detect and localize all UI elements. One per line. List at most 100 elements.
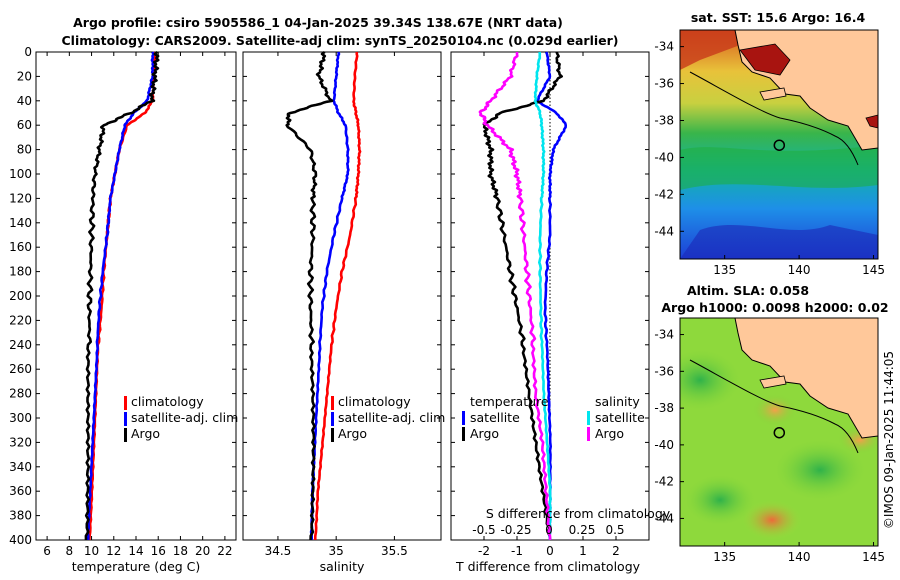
legend-label-climatology: climatology (338, 394, 411, 409)
temperature-legend: climatology satellite-adj. clim Argo (124, 394, 238, 442)
land-kangaroo-island (759, 375, 787, 389)
x2-tick-label: -0.25 (500, 523, 531, 537)
y-tick-label: 400 (9, 533, 32, 547)
salinity-legend: climatology satellite-adj. clim Argo (331, 394, 445, 442)
salinity-panel: 34.5 35 35.5 salinity climatology satellit… (242, 50, 445, 574)
x-tick-label: 16 (151, 544, 166, 558)
legend-marker-climatology (331, 396, 334, 410)
y-tick-label: 240 (9, 338, 32, 352)
sst-map-frame (679, 29, 879, 260)
legend-label-t-argo: Argo (470, 426, 499, 441)
map-x-tick-label: 140 (788, 263, 811, 277)
x2-tick-label: -0.5 (472, 523, 495, 537)
y-tick-label: 160 (9, 240, 32, 254)
x-tick-label: 10 (84, 544, 99, 558)
sla-warm-blob (753, 394, 797, 426)
difference-legend: temperature satellite Argo salinity sate… (462, 394, 645, 441)
series-line-argo (84, 50, 160, 541)
y-tick-label: 380 (9, 509, 32, 523)
legend-label-satellite: satellite-adj. clim (338, 410, 445, 425)
legend-label-t-satellite: satellite (470, 410, 520, 425)
sla-map-panel: Altim. SLA: 0.058 Argo h1000: 0.0098 h20… (654, 283, 888, 564)
x-tick-label: 35.5 (381, 544, 408, 558)
map-x-tick-label: 135 (713, 550, 736, 564)
shelf-contour (689, 359, 859, 454)
y-tick-label: 80 (17, 143, 32, 157)
x-tick-label: 35 (329, 544, 344, 558)
x-tick-label: -1 (511, 544, 523, 558)
y-tick-label: 280 (9, 387, 32, 401)
temperature-xlabel: temperature (deg C) (72, 559, 201, 574)
map-y-tick-label: -34 (654, 328, 674, 342)
salinity-xlabel: salinity (320, 559, 365, 574)
sla-argo-position-marker (773, 426, 786, 439)
legend-label-argo: Argo (338, 426, 367, 441)
y-tick-label: 340 (9, 460, 32, 474)
series-line-satellite-adj-clim (309, 51, 350, 540)
map-x-tick-label: 135 (713, 263, 736, 277)
sst-argo-position-marker (773, 139, 786, 151)
legend-marker-argo (331, 428, 334, 442)
x-tick-label: 2 (612, 544, 620, 558)
y-tick-label: 140 (9, 216, 32, 230)
x-tick-label: 12 (106, 544, 121, 558)
sst-dark-blue-patch (680, 225, 878, 259)
title-line-1: Argo profile: csiro 5905586_1 04-Jan-202… (73, 15, 563, 31)
legend-marker-s-argo (587, 427, 590, 441)
x2-tick-label: 0 (545, 523, 553, 537)
temperature-panel: 0 20 40 60 80 100 120 140 160 180 200 220 240 260 280 3… (9, 45, 238, 574)
series-line-t-argo (482, 51, 563, 541)
map-y-tick-label: -42 (654, 475, 674, 489)
series-line-t-satellite (535, 51, 567, 541)
map-x-tick-label: 145 (862, 263, 885, 277)
y-tick-label: 60 (17, 118, 32, 132)
difference-x2label: S difference from climatology (486, 506, 671, 521)
legend-label-s-argo: Argo (595, 426, 624, 441)
y-tick-label: 120 (9, 191, 32, 205)
sla-map-title-1: Altim. SLA: 0.058 (687, 283, 809, 298)
y-tick-label: 220 (9, 313, 32, 327)
imos-credit: ©IMOS 09-Jan-2025 11:44:05 (882, 351, 896, 529)
series-line-s-argo (478, 52, 552, 540)
sla-map-title-2: Argo h1000: 0.0098 h2000: 0.02 (661, 300, 888, 315)
temperature-axes-box (35, 51, 237, 541)
x-tick-label: 0 (546, 544, 554, 558)
map-y-tick-label: -36 (654, 364, 674, 378)
sst-map-panel: sat. SST: 15.6 Argo: 16.4 -34 -36 -38 -40 -4… (654, 10, 885, 277)
y-tick-label: 260 (9, 362, 32, 376)
legend-label-satellite: satellite-adj. clim (131, 410, 238, 425)
legend-label-argo: Argo (131, 426, 160, 441)
sla-green-blob (685, 475, 755, 525)
y-tick-label: 180 (9, 265, 32, 279)
legend-marker-climatology (124, 396, 127, 410)
sla-green-blob (775, 440, 865, 500)
salinity-axes-box (242, 51, 442, 541)
legend-title-temperature: temperature (470, 394, 549, 409)
map-x-tick-label: 140 (788, 550, 811, 564)
x-tick-label: 34.5 (265, 544, 292, 558)
sst-map-title: sat. SST: 15.6 Argo: 16.4 (691, 10, 866, 25)
land-eyre-peninsula (739, 43, 791, 76)
legend-label-climatology: climatology (131, 394, 204, 409)
map-y-tick-label: -40 (654, 438, 674, 452)
x-tick-label: 8 (66, 544, 74, 558)
map-y-tick-label: -38 (654, 401, 674, 415)
x-tick-label: 1 (579, 544, 587, 558)
legend-marker-satellite (124, 412, 127, 426)
sla-warm-blob (742, 500, 802, 540)
difference-xlabel: T difference from climatology (455, 559, 641, 574)
land-tasmania-edge (865, 114, 878, 129)
map-y-tick-label: -38 (654, 113, 674, 127)
sst-green-band (680, 145, 878, 190)
x-tick-label: 6 (43, 544, 51, 558)
legend-marker-argo (124, 428, 127, 442)
map-x-tick-label: 145 (862, 550, 885, 564)
difference-x2-ticks: -0.5 -0.25 0 0.25 0.5 (472, 523, 624, 537)
x-tick-label: 20 (195, 544, 210, 558)
legend-marker-s-satellite (587, 411, 590, 425)
x2-tick-label: 0.25 (569, 523, 596, 537)
land-australia (734, 318, 878, 439)
map-y-tick-label: -40 (654, 150, 674, 164)
map-y-tick-label: -44 (654, 511, 674, 525)
